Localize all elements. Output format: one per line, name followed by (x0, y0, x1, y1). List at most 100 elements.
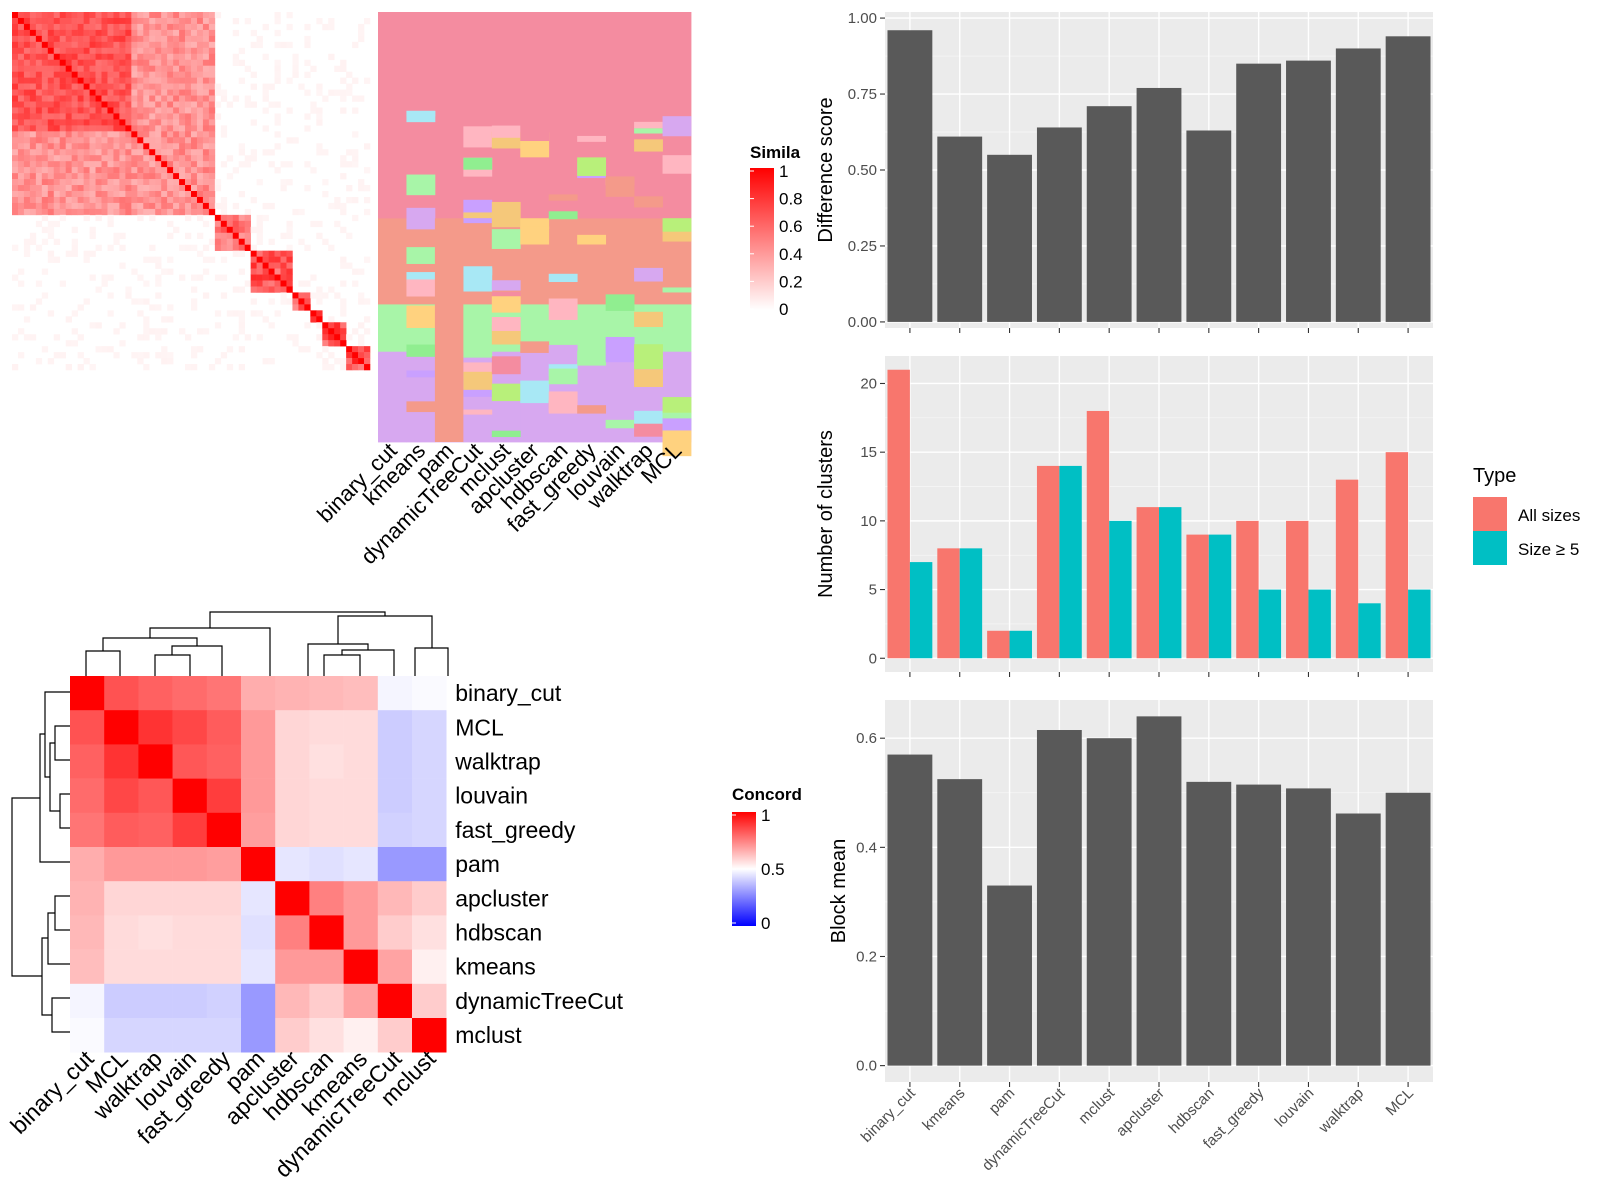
similarity-cell (41, 161, 49, 168)
concordance-cell (275, 744, 310, 779)
similarity-cell (83, 41, 90, 49)
similarity-cell (29, 17, 37, 25)
similarity-cell (65, 29, 72, 37)
similarity-cell (167, 59, 174, 66)
similarity-cell (113, 196, 120, 204)
similarity-cell (35, 220, 43, 228)
concordance-cell (309, 983, 344, 1019)
similarity-cell (83, 202, 90, 210)
similarity-cell (137, 143, 144, 150)
concordance-cell (70, 1018, 105, 1053)
similarity-cell (101, 35, 108, 43)
similarity-cell (113, 232, 120, 240)
similarity-cell (71, 107, 78, 114)
similarity-cell (101, 280, 108, 287)
similarity-cell (202, 83, 210, 90)
similarity-cell (292, 59, 299, 66)
similarity-cell (286, 274, 293, 281)
similarity-cell (155, 161, 162, 168)
similarity-cell (107, 292, 114, 299)
assignment-band (577, 351, 607, 443)
assignment-cluster (577, 405, 607, 414)
similarity-cell (65, 155, 72, 162)
similarity-cell (107, 196, 114, 204)
similarity-cell (95, 71, 102, 78)
similarity-cell (131, 125, 138, 132)
similarity-cell (208, 95, 216, 102)
similarity-cell (304, 322, 311, 329)
similarity-cell (89, 53, 96, 61)
similarity-cell (29, 334, 37, 341)
similarity-cell (155, 41, 162, 49)
similarity-cell (12, 143, 19, 150)
similarity-cell (173, 113, 180, 120)
similarity-cell (364, 298, 371, 305)
similarity-cell (173, 143, 180, 150)
similarity-cell (149, 143, 156, 150)
concordance-cell (172, 983, 208, 1019)
similarity-cell (173, 101, 180, 108)
similarity-cell (125, 71, 132, 78)
similarity-cell (77, 125, 84, 132)
similarity-cell (131, 83, 138, 90)
similarity-cell (208, 17, 216, 25)
similarity-cell (17, 12, 25, 19)
similarity-cell (280, 286, 287, 293)
similarity-cell (77, 101, 84, 108)
similarity-cell (322, 358, 329, 365)
similarity-cell (113, 53, 120, 61)
similarity-cell (12, 364, 19, 371)
similarity-cell (41, 77, 49, 84)
similarity-cell (89, 137, 96, 144)
similarity-cell (250, 155, 257, 162)
similarity-cell (113, 113, 120, 120)
concordance-cell (70, 949, 105, 985)
concordance-cell (138, 915, 173, 950)
similarity-cell (119, 17, 126, 25)
similarity-cell (23, 244, 31, 251)
similarity-cell (155, 191, 162, 198)
similarity-cell (179, 95, 186, 102)
similarity-cell (196, 173, 204, 180)
similarity-cell (125, 113, 132, 120)
assignment-cluster (634, 423, 663, 437)
assignment-cluster (577, 135, 607, 142)
similarity-cell (125, 149, 132, 156)
similarity-cell (59, 167, 66, 174)
similarity-cell (65, 202, 72, 210)
similarity-cell (95, 53, 102, 61)
similarity-cell (173, 35, 180, 43)
concordance-legend-tick-label: 1 (761, 806, 770, 825)
assignment-band (520, 12, 550, 219)
similarity-cell (143, 12, 150, 19)
concordance-cell (241, 881, 276, 916)
bar-all-sizes (1086, 410, 1110, 659)
similarity-cell (89, 113, 96, 120)
assignment-cluster (491, 201, 521, 228)
legend-swatch-all-sizes (1473, 497, 1507, 531)
similarity-cell (89, 35, 96, 43)
similarity-cell (280, 262, 287, 269)
similarity-cell (220, 214, 228, 222)
similarity-cell (131, 143, 138, 150)
similarity-cell (232, 244, 240, 251)
concordance-cell (377, 847, 413, 882)
similarity-cell (208, 196, 216, 204)
similarity-cell (149, 161, 156, 168)
similarity-cell (155, 95, 162, 102)
similarity-cell (214, 89, 222, 96)
similarity-cell (101, 95, 108, 102)
similarity-cell (41, 17, 49, 25)
concordance-cell (309, 778, 344, 814)
similarity-cell (113, 59, 120, 66)
similarity-cell (29, 131, 37, 138)
similarity-cell (101, 155, 108, 162)
x-tick-label: walktrap (1315, 1085, 1367, 1137)
similarity-cell (155, 173, 162, 180)
similarity-cell (149, 191, 156, 198)
concordance-cell (104, 744, 139, 779)
similarity-cell (12, 59, 19, 66)
concordance-cell (172, 676, 208, 711)
similarity-cell (185, 41, 192, 49)
similarity-cell (17, 352, 25, 359)
